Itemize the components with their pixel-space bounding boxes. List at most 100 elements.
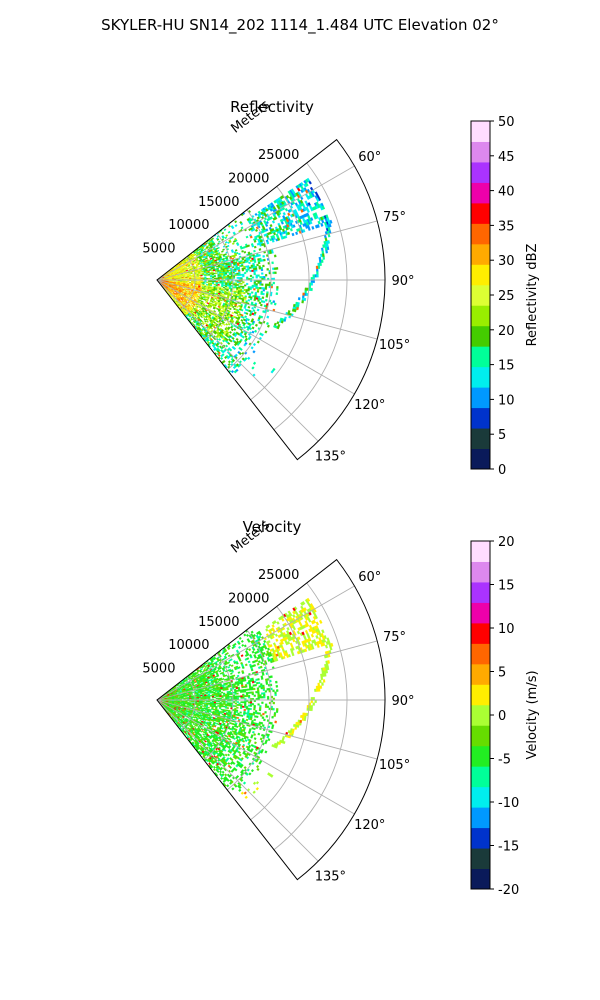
colorbar-tick-label: 35 <box>498 219 515 234</box>
colorbar-swatch <box>471 202 490 224</box>
colorbar-tick-label: -15 <box>498 840 519 855</box>
angle-tick-label: 135° <box>315 869 346 884</box>
colorbar-tick-label: -10 <box>498 796 519 811</box>
range-ring <box>226 629 272 791</box>
range-ring <box>250 186 310 401</box>
colorbar-swatch <box>471 827 490 849</box>
colorbar-swatch <box>471 141 490 163</box>
radial-tick-label: 15000 <box>198 195 239 210</box>
radial-tick-label: 25000 <box>258 148 299 163</box>
range-ring <box>180 676 196 731</box>
azimuth-spoke <box>156 699 319 862</box>
sector-frame <box>156 138 386 461</box>
colorbar-swatch <box>471 366 490 388</box>
angle-tick-label: 75° <box>383 630 406 645</box>
colorbar-tick-label: 10 <box>498 622 515 637</box>
colorbar-swatch <box>471 182 490 204</box>
angle-tick-label: 120° <box>354 398 385 413</box>
radial-tick-label: 20000 <box>228 591 269 606</box>
colorbar-swatch <box>471 305 490 327</box>
colorbar-tick-label: 10 <box>498 393 515 408</box>
panel-title: Velocity <box>243 518 302 536</box>
colorbar-swatch <box>471 684 490 706</box>
colorbar-tick-label: 5 <box>498 428 506 443</box>
colorbar-tick-label: -20 <box>498 883 519 898</box>
panel-velocity: Velocity500010000150002000025000Meters60… <box>142 517 540 898</box>
colorbar-swatch <box>471 786 490 808</box>
azimuth-spoke <box>156 220 378 281</box>
colorbar-tick-label: 15 <box>498 579 515 594</box>
range-ring <box>250 606 310 821</box>
colorbar-swatch <box>471 407 490 429</box>
colorbar-tick-label: 0 <box>498 709 506 724</box>
panel-title: Reflectivity <box>230 98 314 116</box>
radial-tick-label: 10000 <box>168 218 209 233</box>
range-ring <box>226 209 272 371</box>
colorbar-swatch <box>471 428 490 450</box>
colorbar-swatch <box>471 663 490 685</box>
azimuth-spoke <box>156 585 355 701</box>
colorbar-tick-label: 45 <box>498 150 515 165</box>
colorbar-swatch <box>471 561 490 583</box>
colorbar-swatch <box>471 643 490 665</box>
colorbar-swatch <box>471 745 490 767</box>
azimuth-spoke <box>156 699 355 815</box>
colorbar-tick-label: 50 <box>498 115 515 130</box>
angle-tick-label: 90° <box>391 274 414 289</box>
azimuth-spoke <box>156 165 355 281</box>
polar-grid <box>156 162 385 442</box>
sector-frame <box>156 558 386 881</box>
radial-tick-label: 5000 <box>142 662 175 677</box>
angle-tick-label: 90° <box>391 694 414 709</box>
colorbar-tick-label: 5 <box>498 666 506 681</box>
radial-tick-label: 5000 <box>142 242 175 257</box>
radar-echo-cells <box>156 177 333 377</box>
angle-tick-label: 135° <box>315 449 346 464</box>
colorbar-tick-label: 30 <box>498 254 515 269</box>
colorbar-swatch <box>471 868 490 890</box>
echo-color-band <box>240 597 334 800</box>
range-ring <box>273 162 348 431</box>
colorbar-swatch <box>471 264 490 286</box>
colorbar-swatch <box>471 448 490 470</box>
angle-tick-label: 75° <box>383 210 406 225</box>
azimuth-spoke <box>156 279 378 340</box>
colorbar-swatch <box>471 161 490 183</box>
colorbar: 0 5 10 15 20 25 30 35 40 45 50 Reflectivity dBZ <box>470 115 540 478</box>
colorbar: -20 -15 -10 -5 0 5 10 15 20 Velocity (m/s) <box>470 535 540 898</box>
colorbar-swatch <box>471 121 490 142</box>
radar-echo-cells <box>156 597 334 800</box>
colorbar-swatch <box>471 325 490 347</box>
range-ring <box>273 582 348 851</box>
colorbar-swatch <box>471 243 490 265</box>
colorbar-tick-label: 0 <box>498 463 506 478</box>
radial-tick-label: 15000 <box>198 615 239 630</box>
colorbar-tick-label: 20 <box>498 535 515 550</box>
range-ring <box>203 232 234 341</box>
colorbar-swatch <box>471 541 490 562</box>
colorbar-swatch <box>471 581 490 603</box>
colorbar-swatch <box>471 387 490 409</box>
colorbar-label: Velocity (m/s) <box>525 670 540 759</box>
colorbar-swatch <box>471 766 490 788</box>
panel-reflectivity: Reflectivity500010000150002000025000Mete… <box>142 97 540 478</box>
angle-tick-label: 60° <box>358 570 381 585</box>
angle-tick-label: 60° <box>358 150 381 165</box>
colorbar-swatch <box>471 602 490 624</box>
colorbar-tick-label: 25 <box>498 289 515 304</box>
radial-tick-label: 20000 <box>228 171 269 186</box>
angle-tick-label: 105° <box>379 338 410 353</box>
angle-tick-label: 120° <box>354 818 385 833</box>
colorbar-swatch <box>471 848 490 870</box>
radial-tick-label: 25000 <box>258 568 299 583</box>
colorbar-swatch <box>471 346 490 368</box>
colorbar-swatch <box>471 284 490 306</box>
colorbar-tick-label: 20 <box>498 324 515 339</box>
figure-title: SKYLER-HU SN14_202 1114_1.484 UTC Elevat… <box>101 16 499 34</box>
azimuth-spoke <box>156 699 378 760</box>
colorbar-label: Reflectivity dBZ <box>525 244 540 347</box>
colorbar-swatch <box>471 807 490 829</box>
polar-grid <box>156 582 385 862</box>
colorbar-swatch <box>471 622 490 644</box>
